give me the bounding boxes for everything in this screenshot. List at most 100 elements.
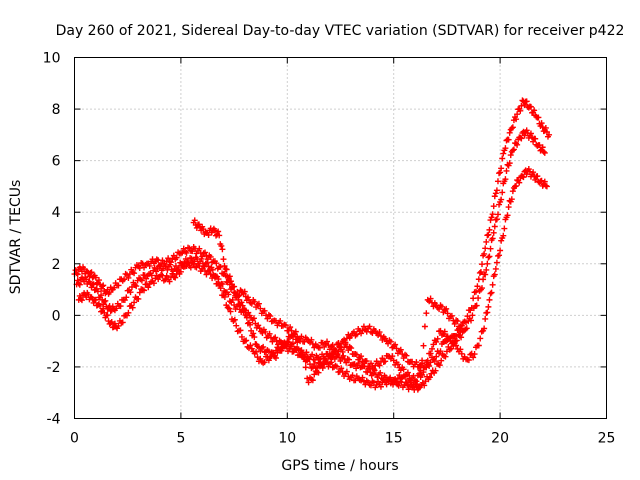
data-point: [92, 296, 99, 303]
data-point: [111, 320, 118, 327]
data-point: [77, 295, 84, 302]
data-point: [329, 354, 336, 361]
data-point: [298, 347, 305, 354]
data-marks: [71, 97, 553, 393]
data-point: [486, 253, 493, 260]
data-point: [499, 189, 506, 196]
data-point: [98, 292, 105, 299]
data-point: [539, 124, 546, 131]
data-point: [151, 264, 158, 271]
data-point: [423, 364, 430, 371]
data-point: [333, 363, 340, 370]
data-point: [136, 289, 143, 296]
data-point: [250, 315, 257, 322]
data-point: [443, 305, 450, 312]
data-point: [492, 265, 499, 272]
data-point: [287, 324, 294, 331]
data-point: [532, 176, 539, 183]
data-point: [319, 365, 326, 372]
data-point: [216, 281, 223, 288]
data-point: [297, 338, 304, 345]
data-point: [531, 107, 538, 114]
data-point: [519, 173, 526, 180]
data-point: [428, 370, 435, 377]
data-point: [150, 280, 157, 287]
data-point: [250, 330, 257, 337]
data-point: [304, 375, 311, 382]
data-point: [333, 352, 340, 359]
data-point: [183, 249, 190, 256]
data-point: [496, 201, 503, 208]
data-point: [453, 342, 460, 349]
data-point: [427, 350, 434, 357]
data-point: [368, 360, 375, 367]
data-point: [324, 338, 331, 345]
x-tick-label: 0: [70, 431, 79, 447]
data-point: [527, 103, 534, 110]
y-axis-label: SDTVAR / TECUs: [8, 180, 24, 295]
data-point: [441, 328, 448, 335]
data-point: [394, 361, 401, 368]
data-point: [506, 160, 513, 167]
data-point: [251, 334, 258, 341]
data-point: [359, 374, 366, 381]
data-point: [489, 235, 496, 242]
data-point: [206, 267, 213, 274]
data-point: [505, 204, 512, 211]
data-point: [100, 305, 107, 312]
data-point: [438, 303, 445, 310]
data-point: [527, 130, 534, 137]
data-point: [487, 245, 494, 252]
data-point: [486, 296, 493, 303]
y-tick-label: 10: [43, 51, 61, 67]
data-point: [392, 375, 399, 382]
data-point: [205, 231, 212, 238]
data-point: [104, 312, 111, 319]
data-point: [500, 150, 507, 157]
data-point: [476, 269, 483, 276]
data-point: [490, 229, 497, 236]
data-point: [235, 296, 242, 303]
data-point: [530, 169, 537, 176]
data-point: [237, 327, 244, 334]
data-point: [207, 271, 214, 278]
data-point: [510, 146, 517, 153]
data-point: [413, 383, 420, 390]
data-point: [159, 257, 166, 264]
data-point: [72, 267, 79, 274]
data-point: [368, 382, 375, 389]
data-point: [363, 358, 370, 365]
data-point: [173, 254, 180, 261]
data-point: [377, 332, 384, 339]
x-tick-label: 5: [176, 431, 185, 447]
data-point: [191, 217, 198, 224]
data-point: [177, 268, 184, 275]
data-point: [477, 268, 484, 275]
data-point: [243, 314, 250, 321]
x-tick-label: 10: [278, 431, 296, 447]
data-point: [88, 269, 95, 276]
data-point: [480, 276, 487, 283]
data-point: [502, 176, 509, 183]
data-point: [405, 386, 412, 393]
data-point: [379, 355, 386, 362]
data-point: [433, 353, 440, 360]
data-point: [479, 261, 486, 268]
data-point: [217, 285, 224, 292]
data-point: [221, 293, 228, 300]
data-point: [537, 147, 544, 154]
data-point: [496, 252, 503, 259]
data-point: [278, 347, 285, 354]
data-point: [513, 182, 520, 189]
data-point: [518, 135, 525, 142]
data-point: [497, 169, 504, 176]
data-point: [498, 165, 505, 172]
data-point: [514, 141, 521, 148]
data-point: [397, 346, 404, 353]
data-point: [359, 327, 366, 334]
data-point: [284, 339, 291, 346]
data-point: [353, 351, 360, 358]
data-point: [231, 316, 238, 323]
data-point: [514, 111, 521, 118]
data-point: [426, 374, 433, 381]
